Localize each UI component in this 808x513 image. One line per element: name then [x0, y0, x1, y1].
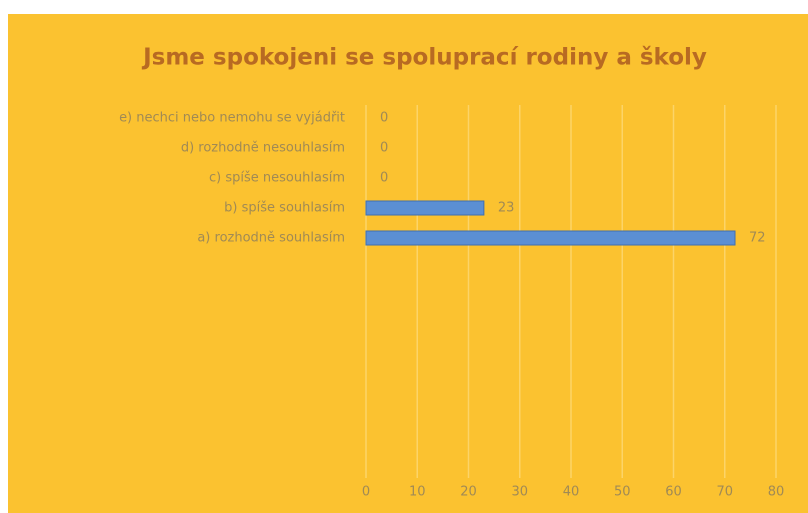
x-tick-label: 70: [716, 485, 733, 500]
data-label: 0: [380, 171, 388, 186]
y-tick-label: b) spíše souhlasím: [224, 201, 345, 216]
data-label: 0: [380, 141, 388, 156]
data-label: 23: [498, 201, 515, 216]
bar: [365, 200, 485, 216]
chart-title: Jsme spokojeni se spoluprací rodiny a šk…: [141, 45, 707, 71]
data-label: 72: [749, 231, 766, 246]
y-tick-label: a) rozhodně souhlasím: [197, 231, 345, 246]
x-tick-label: 40: [563, 485, 580, 500]
data-label: 0: [380, 111, 388, 126]
bar: [365, 230, 736, 246]
x-tick-label: 0: [362, 485, 370, 500]
x-tick-label: 60: [665, 485, 682, 500]
y-tick-label: e) nechci nebo nemohu se vyjádřit: [119, 111, 345, 126]
x-tick-label: 80: [768, 485, 785, 500]
x-tick-label: 50: [614, 485, 631, 500]
x-tick-label: 30: [511, 485, 528, 500]
x-tick-label: 10: [409, 485, 426, 500]
y-tick-label: d) rozhodně nesouhlasím: [181, 141, 345, 156]
chart-background: [8, 14, 808, 513]
y-tick-label: c) spíše nesouhlasím: [209, 171, 345, 186]
x-tick-label: 20: [460, 485, 477, 500]
